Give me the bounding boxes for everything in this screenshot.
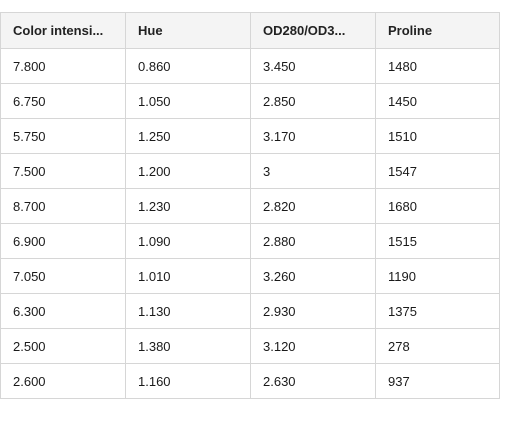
- table-cell: 3.170: [250, 118, 376, 154]
- table-cell: 1.130: [125, 293, 251, 329]
- column-header-hue[interactable]: Hue: [125, 12, 251, 49]
- table-cell: 937: [375, 363, 500, 399]
- table-header-row: Color intensi... Hue OD280/OD3... Prolin…: [0, 12, 500, 49]
- table-cell: 2.930: [250, 293, 376, 329]
- table-row: 5.750 1.250 3.170 1510: [0, 118, 500, 154]
- table-cell: 1510: [375, 118, 500, 154]
- table-row: 2.600 1.160 2.630 937: [0, 363, 500, 399]
- table-cell: 1480: [375, 48, 500, 84]
- table-cell: 1450: [375, 83, 500, 119]
- table-cell: 1.200: [125, 153, 251, 189]
- table-cell: 3.260: [250, 258, 376, 294]
- table-cell: 278: [375, 328, 500, 364]
- table-cell: 1680: [375, 188, 500, 224]
- data-table: Color intensi... Hue OD280/OD3... Prolin…: [0, 12, 500, 399]
- table-cell: 3: [250, 153, 376, 189]
- table-cell: 1.230: [125, 188, 251, 224]
- table-cell: 2.880: [250, 223, 376, 259]
- column-header-color-intensity[interactable]: Color intensi...: [0, 12, 126, 49]
- table-cell: 7.800: [0, 48, 126, 84]
- table-cell: 7.050: [0, 258, 126, 294]
- table-row: 7.800 0.860 3.450 1480: [0, 48, 500, 84]
- table-cell: 5.750: [0, 118, 126, 154]
- table-row: 6.300 1.130 2.930 1375: [0, 293, 500, 329]
- table-row: 8.700 1.230 2.820 1680: [0, 188, 500, 224]
- table-cell: 1.010: [125, 258, 251, 294]
- data-table-container: Color intensi... Hue OD280/OD3... Prolin…: [0, 12, 500, 399]
- table-cell: 1547: [375, 153, 500, 189]
- table-cell: 7.500: [0, 153, 126, 189]
- table-cell: 1.380: [125, 328, 251, 364]
- table-cell: 2.600: [0, 363, 126, 399]
- table-row: 2.500 1.380 3.120 278: [0, 328, 500, 364]
- table-cell: 1.160: [125, 363, 251, 399]
- table-cell: 2.630: [250, 363, 376, 399]
- table-cell: 0.860: [125, 48, 251, 84]
- column-header-proline[interactable]: Proline: [375, 12, 500, 49]
- table-row: 7.500 1.200 3 1547: [0, 153, 500, 189]
- table-cell: 6.900: [0, 223, 126, 259]
- table-cell: 6.300: [0, 293, 126, 329]
- table-cell: 1190: [375, 258, 500, 294]
- table-cell: 2.850: [250, 83, 376, 119]
- table-row: 6.900 1.090 2.880 1515: [0, 223, 500, 259]
- table-cell: 2.820: [250, 188, 376, 224]
- table-row: 7.050 1.010 3.260 1190: [0, 258, 500, 294]
- table-row: 6.750 1.050 2.850 1450: [0, 83, 500, 119]
- table-cell: 1375: [375, 293, 500, 329]
- table-cell: 2.500: [0, 328, 126, 364]
- table-cell: 1.050: [125, 83, 251, 119]
- table-cell: 1.250: [125, 118, 251, 154]
- table-cell: 3.450: [250, 48, 376, 84]
- table-cell: 3.120: [250, 328, 376, 364]
- table-cell: 1515: [375, 223, 500, 259]
- column-header-od280-od315[interactable]: OD280/OD3...: [250, 12, 376, 49]
- table-cell: 1.090: [125, 223, 251, 259]
- table-cell: 6.750: [0, 83, 126, 119]
- table-cell: 8.700: [0, 188, 126, 224]
